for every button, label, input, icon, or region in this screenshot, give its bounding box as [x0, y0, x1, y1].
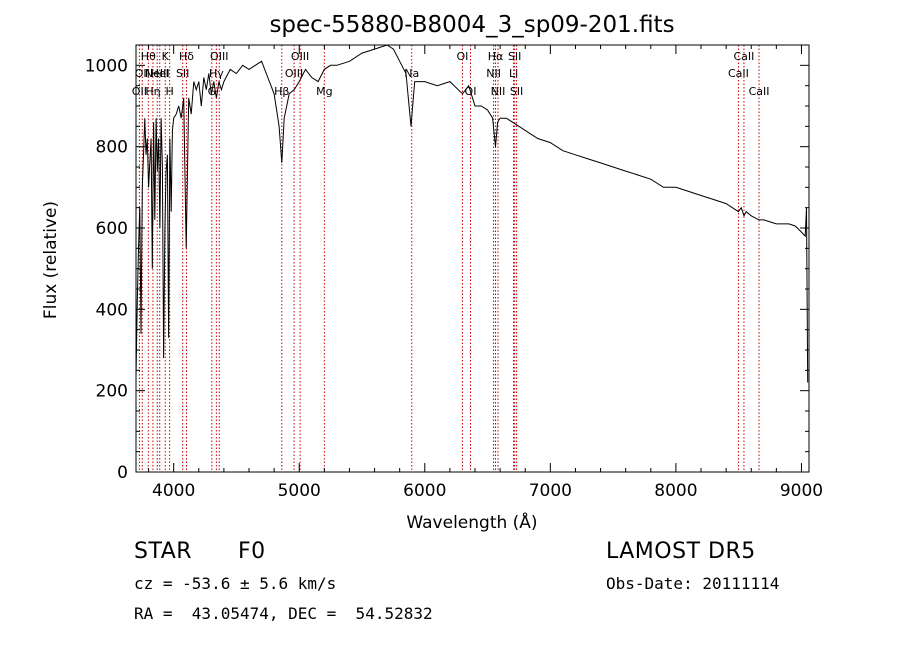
line-id-label: Na	[404, 67, 419, 80]
y-axis-label: Flux (relative)	[41, 201, 61, 319]
line-id-label: Hθ	[141, 50, 156, 63]
line-id-label: Hδ	[179, 50, 194, 63]
object-class: STAR	[134, 539, 193, 564]
line-id-label: OII	[135, 67, 150, 80]
line-id-label: OIII	[210, 50, 228, 63]
x-tick-label: 8000	[654, 481, 697, 501]
y-tick-label: 800	[96, 138, 128, 158]
x-tick-label: 6000	[403, 481, 446, 501]
line-id-label: SII	[508, 50, 521, 63]
redshift-velocity: cz = -53.6 ± 5.6 km/s	[134, 574, 337, 593]
spectrum-chart: OIIOIIHθHηNeIIIHeIKHSIIHδGHγOIIIHβOIIIOI…	[41, 12, 823, 533]
line-id-label: NII	[491, 85, 506, 98]
line-id-label: OIII	[285, 67, 303, 80]
line-id-label: CaII	[728, 67, 749, 80]
y-tick-label: 600	[96, 219, 128, 239]
y-tick-label: 400	[96, 300, 128, 320]
line-id-label: HeI	[151, 67, 169, 80]
coordinates: RA = 43.05474, DEC = 54.52832	[134, 604, 433, 623]
line-id-label: Hβ	[274, 85, 289, 98]
line-id-label: Mg	[316, 85, 332, 98]
subclass: F0	[238, 539, 266, 564]
x-tick-label: 7000	[529, 481, 572, 501]
axis-ticks: 4000 5000 6000 7000 8000 9000 0 200 400 600 800 100…	[85, 44, 823, 501]
spectrum-line	[135, 44, 809, 383]
y-tick-label: 1000	[85, 56, 128, 76]
observation-date: Obs-Date: 20111114	[606, 574, 780, 593]
line-id-label: OI	[457, 50, 469, 63]
x-tick-label: 5000	[278, 481, 321, 501]
line-id-labels: OIIOIIHθHηNeIIIHeIKHSIIHδGHγOIIIHβOIIIOI…	[132, 50, 770, 98]
line-id-label: NII	[486, 67, 501, 80]
line-id-label: CaII	[749, 85, 770, 98]
line-id-label: Li	[509, 67, 518, 80]
line-id-label: K	[162, 50, 170, 63]
y-tick-label: 0	[117, 463, 128, 483]
line-id-label: CaII	[733, 50, 754, 63]
line-id-label: SII	[510, 85, 523, 98]
chart-title: spec-55880-B8004_3_sp09-201.fits	[269, 12, 674, 38]
line-id-label: Hα	[488, 50, 504, 63]
plot-frame	[135, 44, 810, 473]
plot-background	[136, 45, 809, 472]
y-tick-label: 200	[96, 382, 128, 402]
line-id-label: Hη	[145, 85, 160, 98]
x-axis-label: Wavelength (Å)	[406, 511, 537, 533]
line-id-label: NeIII	[145, 67, 170, 80]
line-id-label: H	[166, 85, 174, 98]
line-id-label: Hγ	[209, 67, 224, 80]
line-id-markers	[138, 45, 760, 472]
survey-name: LAMOST DR5	[606, 539, 756, 564]
line-id-label: OIII	[291, 50, 309, 63]
x-tick-label: 9000	[780, 481, 823, 501]
x-tick-label: 4000	[152, 481, 195, 501]
line-id-label: SII	[176, 67, 189, 80]
